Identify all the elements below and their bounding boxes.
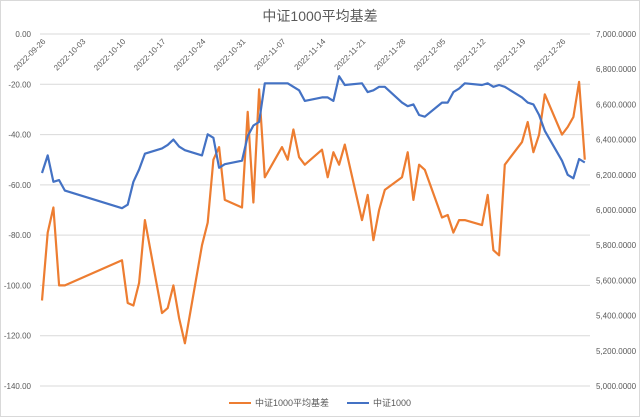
left-axis-tick: -120.00: [4, 332, 32, 341]
chart-title: 中证1000平均基差: [262, 8, 378, 24]
x-axis-tick: 2022-11-14: [293, 37, 328, 72]
legend-swatch-index: [347, 401, 369, 404]
right-axis-tick: 5,200.0000: [596, 347, 637, 356]
legend-swatch-basis: [228, 401, 251, 404]
left-axis-tick: -40.00: [8, 131, 31, 140]
legend-item-basis: 中证1000平均基差: [228, 396, 329, 409]
left-axis-tick: -60.00: [8, 181, 31, 190]
series-line-basis: [40, 80, 586, 345]
right-axis-tick: 6,200.0000: [596, 171, 637, 180]
right-axis-tick: 5,400.0000: [596, 312, 637, 321]
x-axis-tick: 2022-12-19: [492, 37, 528, 73]
x-axis-tick: 2022-12-05: [412, 37, 448, 73]
legend-label-basis: 中证1000平均基差: [254, 398, 329, 408]
right-axis-tick: 5,000.0000: [596, 382, 637, 391]
right-axis-tick: 6,400.0000: [596, 136, 637, 145]
x-axis-tick: 2022-10-24: [172, 37, 208, 73]
x-axis-tick: 2022-11-07: [253, 37, 288, 72]
right-axis-tick: 5,800.0000: [596, 241, 637, 250]
x-axis-tick: 2022-09-26: [12, 37, 48, 73]
right-axis-tick: 6,800.0000: [596, 65, 637, 74]
series-line-index: [40, 75, 586, 210]
legend-item-index: 中证1000: [347, 396, 411, 409]
x-axis-tick: 2022-10-31: [212, 37, 248, 73]
x-axis-tick: 2022-11-28: [373, 37, 408, 72]
right-axis-tick: 6,600.0000: [596, 100, 637, 109]
x-axis-tick: 2022-11-21: [333, 37, 368, 72]
x-axis-tick: 2022-12-12: [452, 37, 488, 73]
x-axis-tick: 2022-12-26: [532, 37, 568, 73]
left-axis-tick: -80.00: [8, 231, 31, 240]
left-axis-tick: 0.00: [15, 30, 31, 39]
legend-label-index: 中证1000: [373, 398, 412, 408]
right-axis-tick: 7,000.0000: [596, 30, 637, 39]
left-axis-tick: -100.00: [4, 281, 32, 290]
x-axis-tick: 2022-10-03: [52, 37, 88, 73]
x-axis-tick: 2022-10-10: [92, 37, 128, 73]
right-axis-tick: 5,600.0000: [596, 276, 637, 285]
left-axis-tick: -20.00: [8, 80, 31, 89]
right-axis-tick: 6,000.0000: [596, 206, 637, 215]
chart-legend: 中证1000平均基差 中证1000: [0, 396, 640, 409]
x-axis-tick: 2022-10-17: [132, 37, 168, 73]
left-axis-tick: -140.00: [4, 382, 32, 391]
